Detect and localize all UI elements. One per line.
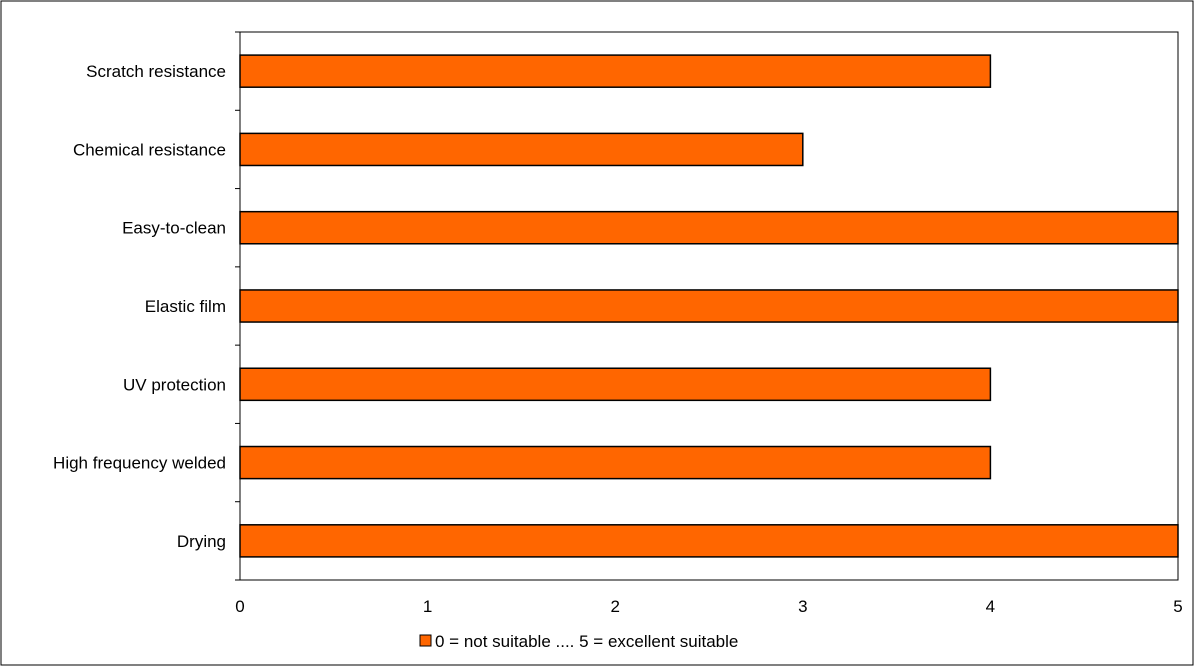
legend-swatch [419,634,432,647]
bar [239,524,1179,558]
legend-label: 0 = not suitable .... 5 = excellent suit… [435,632,738,651]
category-label: Chemical resistance [73,140,226,159]
category-label: UV protection [123,375,226,394]
x-tick-label: 2 [610,597,619,616]
x-tick-label: 0 [235,597,244,616]
category-label: High frequency welded [53,454,226,473]
bar [239,132,804,167]
plot-area: 0 1 2 3 4 5 Scratch resistance Chemical resista… [53,31,1183,616]
bar [239,54,992,88]
x-tick-label: 1 [423,597,432,616]
bar [239,210,1179,245]
category-label: Drying [177,532,226,551]
category-label: Elastic film [145,297,226,316]
x-tick-label: 4 [986,597,995,616]
category-label: Scratch resistance [86,62,226,81]
bar [239,367,992,402]
category-label: Easy-to-clean [122,219,226,238]
bar [239,445,992,480]
legend: 0 = not suitable .... 5 = excellent suit… [419,632,738,651]
bar [239,289,1179,323]
x-tick-label: 5 [1173,597,1182,616]
x-tick-label: 3 [798,597,807,616]
